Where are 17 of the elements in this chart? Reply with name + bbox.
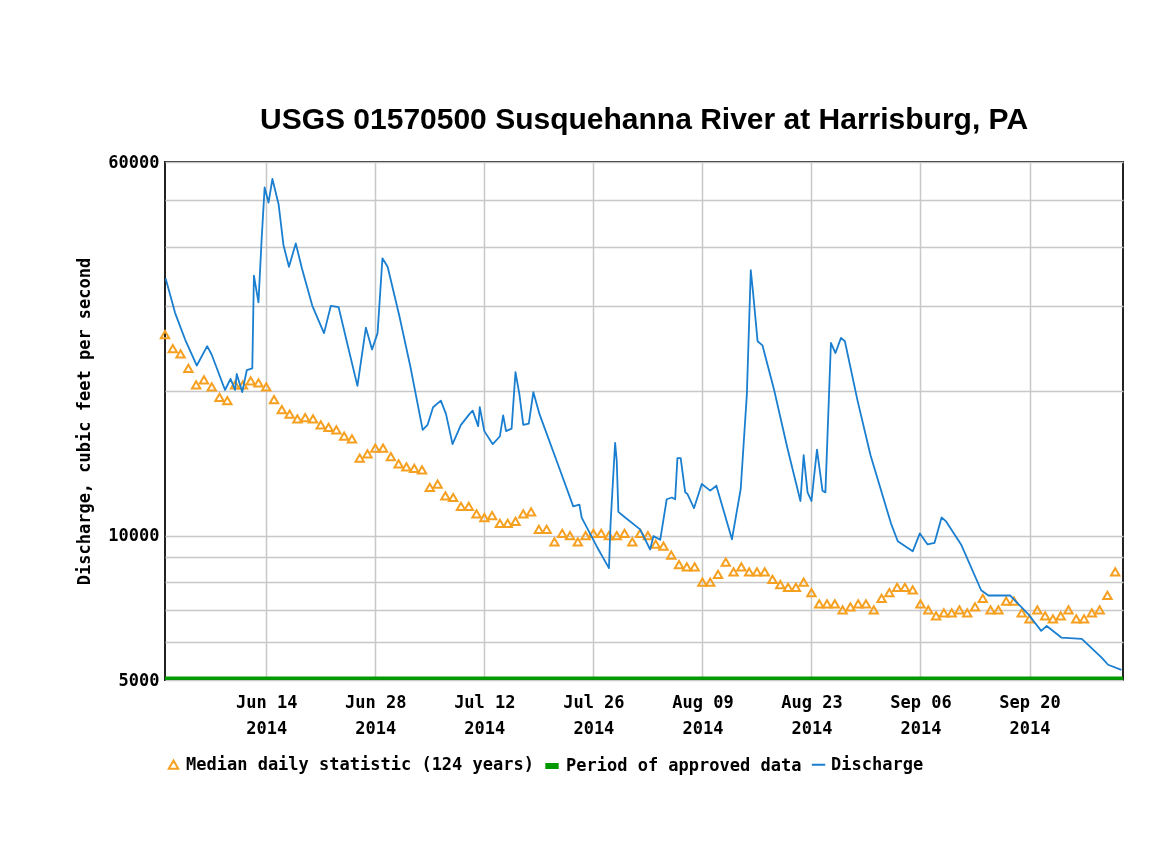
legend-label: Median daily statistic (124 years) <box>186 753 534 774</box>
x-tick-label: Jun 14 2014 <box>236 691 298 738</box>
y-axis-title: Discharge, cubic feet per second <box>74 257 95 586</box>
legend-label: Period of approved data <box>566 755 802 775</box>
x-tick-label: Jul 12 2014 <box>454 691 516 738</box>
x-tick-label: Aug 09 2014 <box>672 691 734 738</box>
line-series <box>165 178 1123 671</box>
x-tick-label: Jul 26 2014 <box>563 691 625 738</box>
x-tick-label: Aug 23 2014 <box>781 691 843 738</box>
x-tick-label: Jun 28 2014 <box>345 691 407 738</box>
x-tick-label: Sep 06 2014 <box>890 691 952 738</box>
legend-label: Discharge <box>831 753 924 774</box>
y-tick-label: 60000 <box>108 151 160 172</box>
chart-title: USGS 01570500 Susquehanna River at Harrisburg, PA <box>259 102 1029 135</box>
y-tick-label: 10000 <box>108 525 160 546</box>
x-tick-label: Sep 20 2014 <box>999 691 1061 738</box>
y-tick-label: 5000 <box>118 669 160 690</box>
